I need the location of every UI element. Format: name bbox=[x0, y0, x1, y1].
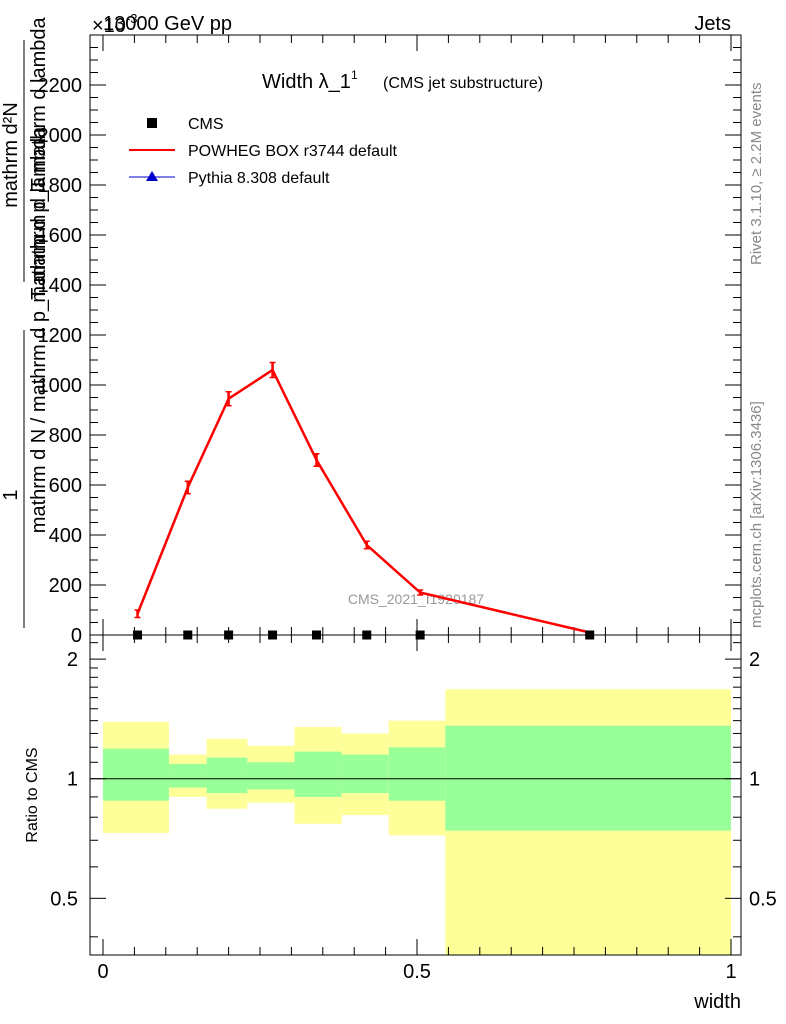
x-axis-label: width bbox=[693, 991, 741, 1013]
main-ytick-label: 800 bbox=[49, 425, 82, 447]
legend-label-cms: CMS bbox=[188, 116, 224, 133]
main-ytick-label: 400 bbox=[49, 525, 82, 547]
main-plot: 0 200 400 600 800 1000 1200 1400 1600 1800 2000 220… bbox=[0, 16, 742, 647]
main-ytick-label: 1000 bbox=[38, 375, 83, 397]
ratio-band-green bbox=[341, 754, 389, 794]
exponent-label: ×10-3 bbox=[92, 11, 138, 37]
ratio-band-green bbox=[294, 751, 342, 797]
y-label-numerator: mathrm d²N bbox=[0, 102, 22, 208]
ratio-ytick-label: 1 bbox=[67, 769, 78, 791]
ratio-band-green bbox=[206, 757, 248, 794]
rivet-label: Rivet 3.1.10, ≥ 2.2M events bbox=[748, 83, 765, 266]
category-label: Jets bbox=[694, 13, 731, 35]
main-axis-ticks bbox=[90, 35, 741, 636]
main-ytick-label: 1200 bbox=[38, 325, 83, 347]
ratio-ytick-label: 0.5 bbox=[50, 888, 78, 910]
ratio-plot: 0.5 0.51 12 2 0 0.5 1 Ratio to CMS width bbox=[24, 634, 777, 1013]
ratio-band-green bbox=[103, 748, 169, 801]
ratio-y-tick-labels: 0.5 0.5 1 1 2 2 bbox=[50, 649, 777, 910]
ratio-band-green bbox=[445, 725, 731, 831]
x-tick-labels: 0 0.5 1 bbox=[97, 961, 736, 983]
ratio-band-green bbox=[388, 747, 446, 801]
legend-marker-cms bbox=[147, 118, 157, 128]
legend: CMS POWHEG BOX r3744 default Pythia 8.30… bbox=[129, 116, 398, 187]
ratio-frame bbox=[89, 634, 742, 956]
ratio-ytick-label-right: 0.5 bbox=[749, 888, 777, 910]
main-ytick-label: 1800 bbox=[38, 175, 83, 197]
main-ytick-label: 1400 bbox=[38, 275, 83, 297]
ratio-ytick-label: 2 bbox=[67, 649, 78, 671]
watermark: CMS_2021_I1920187 bbox=[348, 591, 484, 607]
ratio-ytick-label-right: 1 bbox=[749, 769, 760, 791]
main-y-tick-labels: 0 200 400 600 800 1000 1200 1400 1600 1800 2000 220… bbox=[38, 75, 83, 647]
site-label: mcplots.cern.ch [arXiv:1306.3436] bbox=[748, 401, 765, 628]
main-ytick-label: 600 bbox=[49, 475, 82, 497]
x-tick-label: 0 bbox=[97, 961, 108, 983]
legend-label-pythia: Pythia 8.308 default bbox=[188, 170, 330, 187]
ratio-band-green bbox=[247, 762, 295, 790]
main-ytick-label: 200 bbox=[49, 575, 82, 597]
powheg-line bbox=[136, 368, 590, 634]
legend-label-powheg: POWHEG BOX r3744 default bbox=[188, 143, 398, 160]
y-label-numerator-extra: mathrm d p_T mathrm d lambda bbox=[28, 16, 50, 302]
ratio-axis-ticks bbox=[90, 635, 741, 955]
y-label-denominator: mathrm d N / mathrm d p_T mathrm d lambd… bbox=[28, 126, 50, 533]
beam-label: 13000 GeV pp bbox=[103, 13, 232, 35]
chart-title: Width λ_11 bbox=[262, 68, 358, 93]
main-ytick-label: 2200 bbox=[38, 75, 83, 97]
chart-subtitle: (CMS jet substructure) bbox=[383, 75, 543, 92]
ratio-bands bbox=[103, 689, 731, 955]
y-label-fraction-top: 1 bbox=[0, 489, 22, 500]
x-tick-label: 0.5 bbox=[403, 961, 431, 983]
main-y-axis-label: 1 mathrm d N / mathrm d p_T mathrm d lam… bbox=[0, 16, 50, 628]
ratio-ytick-label-right: 2 bbox=[749, 649, 760, 671]
legend-marker-pythia bbox=[146, 171, 158, 181]
ratio-y-axis-label: Ratio to CMS bbox=[24, 747, 41, 842]
main-ytick-label: 0 bbox=[71, 625, 82, 647]
main-ytick-label: 1600 bbox=[38, 225, 83, 247]
main-ytick-label: 2000 bbox=[38, 125, 83, 147]
x-tick-label: 1 bbox=[725, 961, 736, 983]
ratio-band-green bbox=[168, 763, 207, 788]
